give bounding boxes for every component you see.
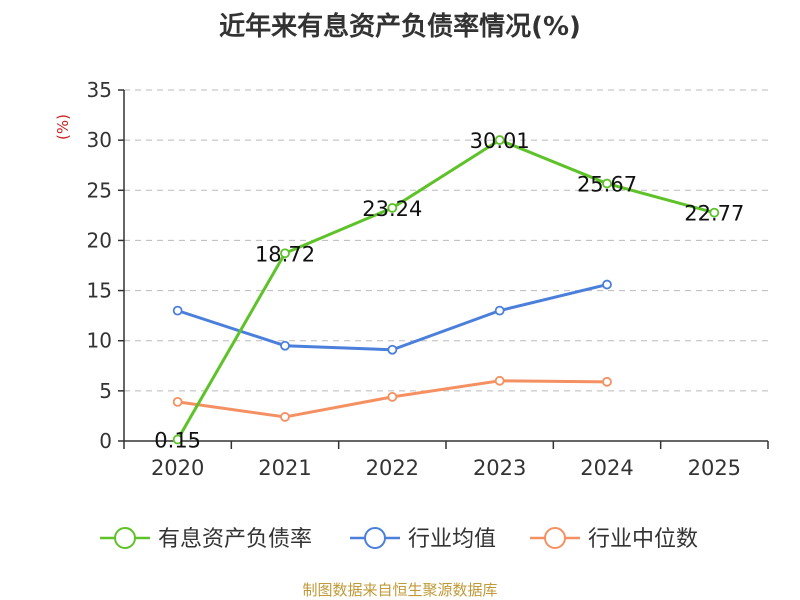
- grid-lines: [124, 89, 768, 392]
- data-label: 0.15: [154, 428, 201, 452]
- y-tick-label: 5: [99, 379, 112, 403]
- chart-title: 近年来有息资产负债率情况(%): [219, 12, 581, 42]
- data-point: [387, 203, 398, 213]
- data-point: [387, 391, 398, 402]
- legend-label: 行业中位数: [588, 527, 698, 552]
- data-point: [172, 305, 183, 316]
- data-labels: 0.15 18.72 23.24 30.01 25.67 22.77: [154, 129, 744, 452]
- data-point: [494, 135, 505, 145]
- x-tick-label: 2023: [473, 456, 526, 480]
- y-axis-label: (%): [54, 114, 72, 140]
- data-point: [602, 279, 612, 290]
- data-point: [172, 396, 183, 407]
- data-point: [602, 178, 612, 189]
- series-line: [176, 138, 715, 441]
- data-point: [172, 434, 183, 445]
- y-tick-label: 15: [87, 279, 112, 303]
- y-tick-label: 0: [99, 429, 112, 453]
- data-point: [709, 207, 720, 218]
- data-label: 30.01: [470, 129, 530, 153]
- y-tick-label: 10: [87, 329, 112, 353]
- data-point: [494, 305, 505, 316]
- data-label: 18.72: [255, 242, 315, 266]
- series-line: [177, 283, 608, 352]
- y-tick-label: 35: [87, 78, 112, 102]
- data-point: [602, 376, 612, 387]
- legend-label: 有息资产负债率: [158, 527, 312, 552]
- legend-marker: [114, 527, 136, 549]
- y-tick-label: 25: [87, 178, 112, 202]
- x-tick-label: 2025: [688, 456, 741, 480]
- legend-marker: [544, 527, 566, 549]
- data-point: [387, 344, 398, 355]
- x-tick-label: 2024: [580, 456, 633, 480]
- data-point: [280, 412, 290, 422]
- y-tick-label: 20: [87, 228, 112, 252]
- legend: 有息资产负债率 行业均值 行业中位数: [100, 527, 698, 552]
- x-tick-label: 2021: [258, 456, 311, 480]
- data-point: [494, 375, 505, 386]
- data-label: 23.24: [362, 197, 422, 221]
- data-point: [280, 248, 290, 259]
- series-lines: [172, 135, 720, 445]
- legend-label: 行业均值: [408, 527, 496, 552]
- data-point: [280, 340, 290, 351]
- data-label: 25.67: [577, 173, 637, 197]
- legend-marker: [364, 527, 386, 549]
- y-tick-label: 30: [87, 128, 112, 152]
- x-tick-label: 2022: [366, 456, 419, 480]
- source-note: 制图数据来自恒生聚源数据库: [302, 581, 498, 599]
- x-tick-label: 2020: [151, 456, 204, 480]
- data-label: 22.77: [684, 202, 744, 226]
